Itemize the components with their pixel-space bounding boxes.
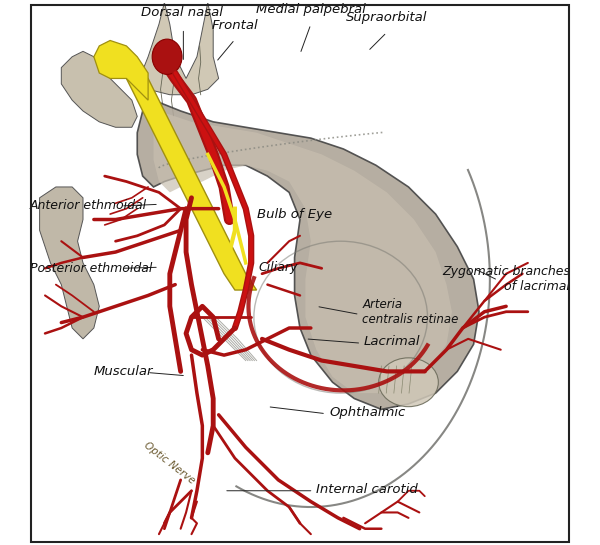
Text: Medial palpebral: Medial palpebral [256, 3, 366, 16]
Polygon shape [61, 51, 137, 128]
Text: Ophthalmic: Ophthalmic [330, 405, 406, 419]
Text: Muscular: Muscular [94, 365, 154, 378]
Text: Bulb of Eye: Bulb of Eye [257, 208, 332, 221]
Text: Zygomatic branches
of lacrimal: Zygomatic branches of lacrimal [442, 265, 570, 293]
Text: Arteria
centralis retinae: Arteria centralis retinae [362, 298, 459, 326]
Polygon shape [40, 187, 99, 339]
Text: Posterior ethmoidal: Posterior ethmoidal [30, 262, 152, 275]
Ellipse shape [152, 39, 182, 74]
Polygon shape [127, 78, 257, 290]
Text: Lacrimal: Lacrimal [364, 335, 421, 348]
Polygon shape [137, 3, 218, 95]
Text: Frontal: Frontal [212, 19, 258, 32]
Text: Supraorbital: Supraorbital [346, 11, 427, 24]
Text: Anterior ethmoidal: Anterior ethmoidal [30, 199, 147, 213]
Ellipse shape [379, 358, 439, 407]
Text: Dorsal nasal: Dorsal nasal [141, 6, 223, 19]
Polygon shape [137, 100, 479, 409]
Text: Internal carotid: Internal carotid [316, 483, 418, 496]
Polygon shape [94, 40, 148, 100]
Text: Ciliary: Ciliary [259, 261, 298, 274]
Polygon shape [154, 111, 452, 393]
Text: Optic Nerve: Optic Nerve [142, 440, 197, 486]
